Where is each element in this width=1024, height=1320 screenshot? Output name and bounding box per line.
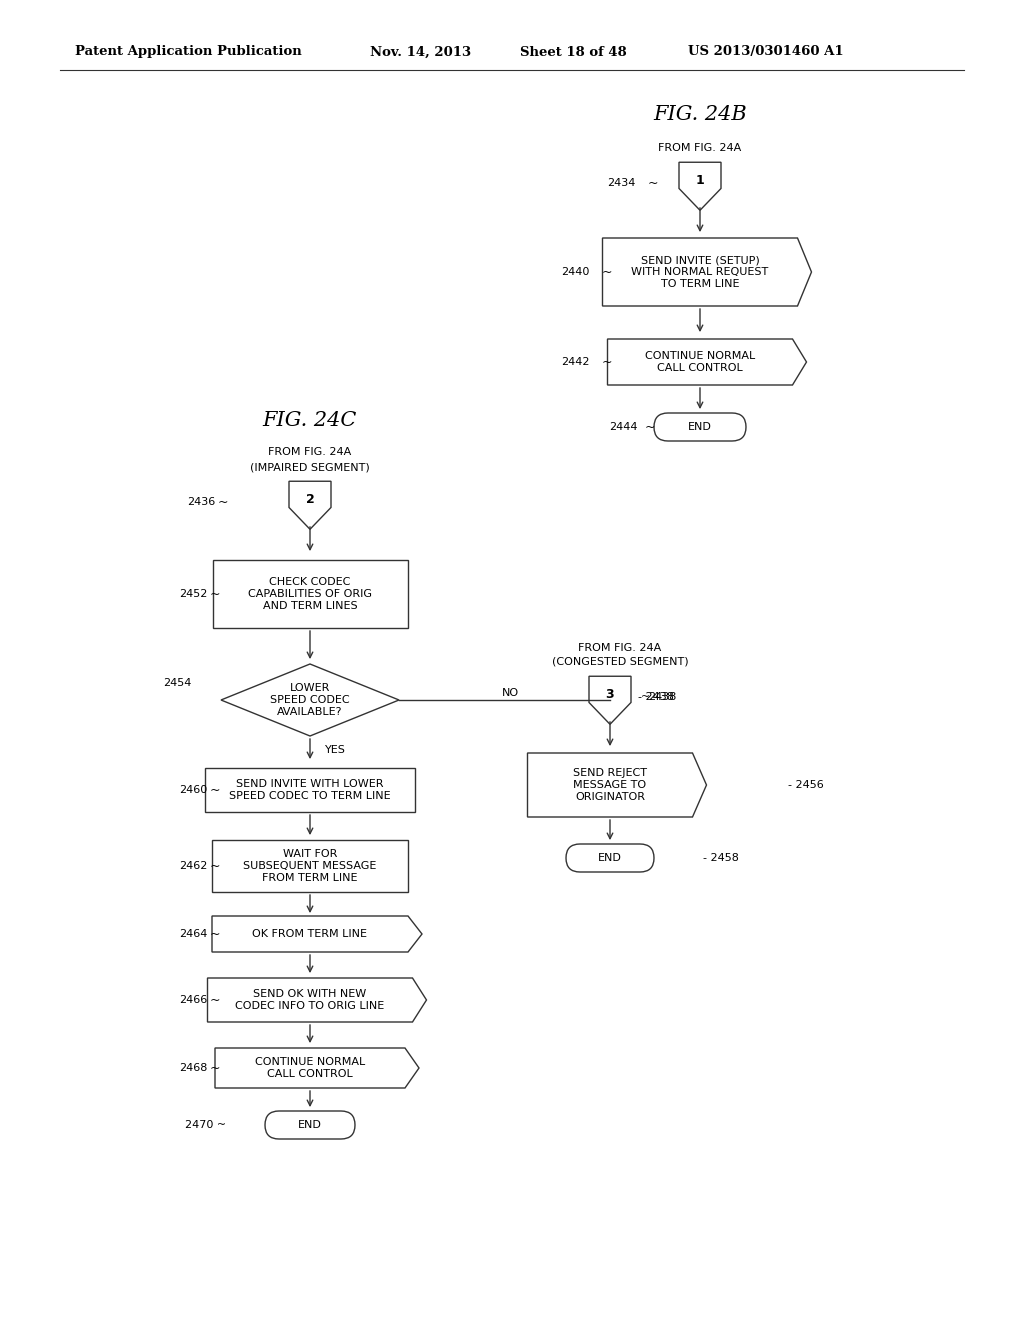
Text: ~: ~ xyxy=(648,177,658,190)
Text: OK FROM TERM LINE: OK FROM TERM LINE xyxy=(253,929,368,939)
Text: SEND INVITE WITH LOWER
SPEED CODEC TO TERM LINE: SEND INVITE WITH LOWER SPEED CODEC TO TE… xyxy=(229,779,391,801)
Text: 2468: 2468 xyxy=(178,1063,207,1073)
Text: ~: ~ xyxy=(210,859,220,873)
Text: ~: ~ xyxy=(210,1061,220,1074)
Text: ~: ~ xyxy=(602,355,612,368)
Text: WAIT FOR
SUBSEQUENT MESSAGE
FROM TERM LINE: WAIT FOR SUBSEQUENT MESSAGE FROM TERM LI… xyxy=(244,849,377,883)
Text: 2454: 2454 xyxy=(164,678,193,688)
FancyBboxPatch shape xyxy=(212,840,408,892)
Text: (IMPAIRED SEGMENT): (IMPAIRED SEGMENT) xyxy=(250,462,370,473)
Text: FIG. 24B: FIG. 24B xyxy=(653,106,746,124)
Text: 2436: 2436 xyxy=(186,498,215,507)
Text: SEND REJECT
MESSAGE TO
ORIGINATOR: SEND REJECT MESSAGE TO ORIGINATOR xyxy=(573,768,647,801)
Text: - 2458: - 2458 xyxy=(703,853,739,863)
Text: - 2438: - 2438 xyxy=(638,692,674,702)
Text: FROM FIG. 24A: FROM FIG. 24A xyxy=(579,643,662,653)
Text: 2434: 2434 xyxy=(606,178,635,187)
Polygon shape xyxy=(215,1048,419,1088)
Text: 3: 3 xyxy=(605,688,614,701)
Text: END: END xyxy=(688,422,712,432)
Text: 1: 1 xyxy=(695,174,705,186)
Text: Nov. 14, 2013: Nov. 14, 2013 xyxy=(370,45,471,58)
Text: ~: ~ xyxy=(210,994,220,1006)
FancyBboxPatch shape xyxy=(265,1111,355,1139)
Text: END: END xyxy=(298,1119,322,1130)
Text: SEND OK WITH NEW
CODEC INFO TO ORIG LINE: SEND OK WITH NEW CODEC INFO TO ORIG LINE xyxy=(236,989,385,1011)
Polygon shape xyxy=(527,752,707,817)
Text: 2440: 2440 xyxy=(561,267,590,277)
Text: CONTINUE NORMAL
CALL CONTROL: CONTINUE NORMAL CALL CONTROL xyxy=(645,351,755,372)
Text: 2466: 2466 xyxy=(179,995,207,1005)
Text: NO: NO xyxy=(502,688,518,698)
Text: ~: ~ xyxy=(210,587,220,601)
Text: END: END xyxy=(598,853,622,863)
Polygon shape xyxy=(289,482,331,529)
Text: 2: 2 xyxy=(305,492,314,506)
Text: FROM FIG. 24A: FROM FIG. 24A xyxy=(268,447,351,457)
Polygon shape xyxy=(212,916,422,952)
FancyBboxPatch shape xyxy=(566,843,654,873)
Text: 2460: 2460 xyxy=(179,785,207,795)
Text: FROM FIG. 24A: FROM FIG. 24A xyxy=(658,143,741,153)
Text: CONTINUE NORMAL
CALL CONTROL: CONTINUE NORMAL CALL CONTROL xyxy=(255,1057,366,1078)
Text: ~: ~ xyxy=(645,421,655,433)
Text: 2444: 2444 xyxy=(609,422,638,432)
Text: 2442: 2442 xyxy=(561,356,590,367)
Polygon shape xyxy=(607,339,807,385)
Polygon shape xyxy=(208,978,427,1022)
Text: ~: ~ xyxy=(210,928,220,940)
Text: ~: ~ xyxy=(641,692,650,702)
Text: (CONGESTED SEGMENT): (CONGESTED SEGMENT) xyxy=(552,657,688,667)
FancyBboxPatch shape xyxy=(205,768,415,812)
Text: ~: ~ xyxy=(210,784,220,796)
Text: 2470 ~: 2470 ~ xyxy=(185,1119,226,1130)
Polygon shape xyxy=(589,676,631,725)
Polygon shape xyxy=(602,238,811,306)
Text: YES: YES xyxy=(325,744,346,755)
Text: 2438: 2438 xyxy=(648,692,677,702)
FancyBboxPatch shape xyxy=(213,560,408,628)
Text: CHECK CODEC
CAPABILITIES OF ORIG
AND TERM LINES: CHECK CODEC CAPABILITIES OF ORIG AND TER… xyxy=(248,577,372,611)
Text: SEND INVITE (SETUP)
WITH NORMAL REQUEST
TO TERM LINE: SEND INVITE (SETUP) WITH NORMAL REQUEST … xyxy=(632,255,769,289)
Polygon shape xyxy=(221,664,399,737)
FancyBboxPatch shape xyxy=(654,413,746,441)
Text: LOWER
SPEED CODEC
AVAILABLE?: LOWER SPEED CODEC AVAILABLE? xyxy=(270,684,350,717)
Text: FIG. 24C: FIG. 24C xyxy=(263,411,357,429)
Text: Sheet 18 of 48: Sheet 18 of 48 xyxy=(520,45,627,58)
Text: 2462: 2462 xyxy=(178,861,207,871)
Text: ~: ~ xyxy=(602,265,612,279)
Text: US 2013/0301460 A1: US 2013/0301460 A1 xyxy=(688,45,844,58)
Text: ~: ~ xyxy=(218,495,228,508)
Text: Patent Application Publication: Patent Application Publication xyxy=(75,45,302,58)
Text: 2464: 2464 xyxy=(178,929,207,939)
Polygon shape xyxy=(679,162,721,210)
Text: - 2456: - 2456 xyxy=(788,780,823,789)
Text: 2452: 2452 xyxy=(178,589,207,599)
